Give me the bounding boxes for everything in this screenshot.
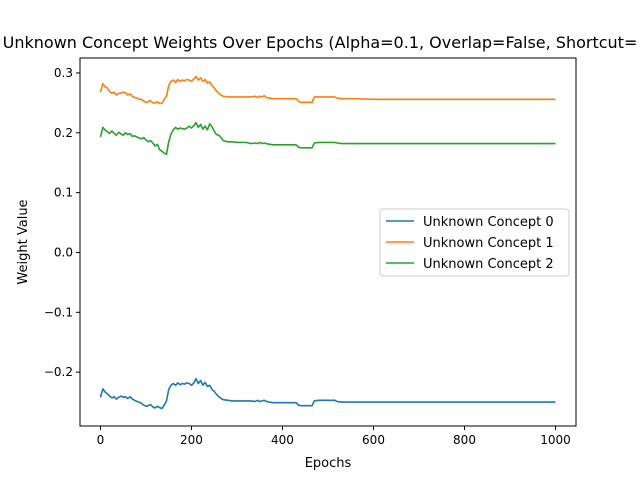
series-line-2 xyxy=(99,121,556,156)
legend-label-2: Unknown Concept 2 xyxy=(423,257,554,272)
series-line-0 xyxy=(99,377,556,410)
x-tick-label: 800 xyxy=(453,433,476,447)
y-axis: −0.2 −0.1 0.0 0.1 0.2 0.3 xyxy=(44,66,80,379)
x-tick-label: 200 xyxy=(180,433,203,447)
y-tick-label: −0.1 xyxy=(44,305,73,319)
x-tick-label: 600 xyxy=(362,433,385,447)
y-axis-label: Weight Value xyxy=(16,199,31,284)
x-tick-label: 1000 xyxy=(540,433,571,447)
y-tick-label: 0.0 xyxy=(54,245,73,259)
y-tick-label: 0.3 xyxy=(54,66,73,80)
plot-area-frame xyxy=(79,57,577,427)
legend-label-0: Unknown Concept 0 xyxy=(423,215,554,230)
x-axis: 0 200 400 600 800 1000 xyxy=(97,426,571,447)
chart-title: Unknown Concept Weights Over Epochs (Alp… xyxy=(3,33,638,52)
legend-box xyxy=(379,208,570,277)
x-axis-label: Epochs xyxy=(305,456,352,471)
x-tick-label: 400 xyxy=(271,433,294,447)
legend: Unknown Concept 0 Unknown Concept 1 Unknow… xyxy=(379,208,570,277)
y-tick-label: −0.2 xyxy=(44,365,73,379)
legend-label-1: Unknown Concept 1 xyxy=(423,236,554,251)
x-tick-label: 0 xyxy=(97,433,105,447)
series-line-1 xyxy=(99,75,556,105)
y-tick-label: 0.1 xyxy=(54,186,73,200)
series-layer xyxy=(99,75,556,410)
y-tick-label: 0.2 xyxy=(54,126,73,140)
